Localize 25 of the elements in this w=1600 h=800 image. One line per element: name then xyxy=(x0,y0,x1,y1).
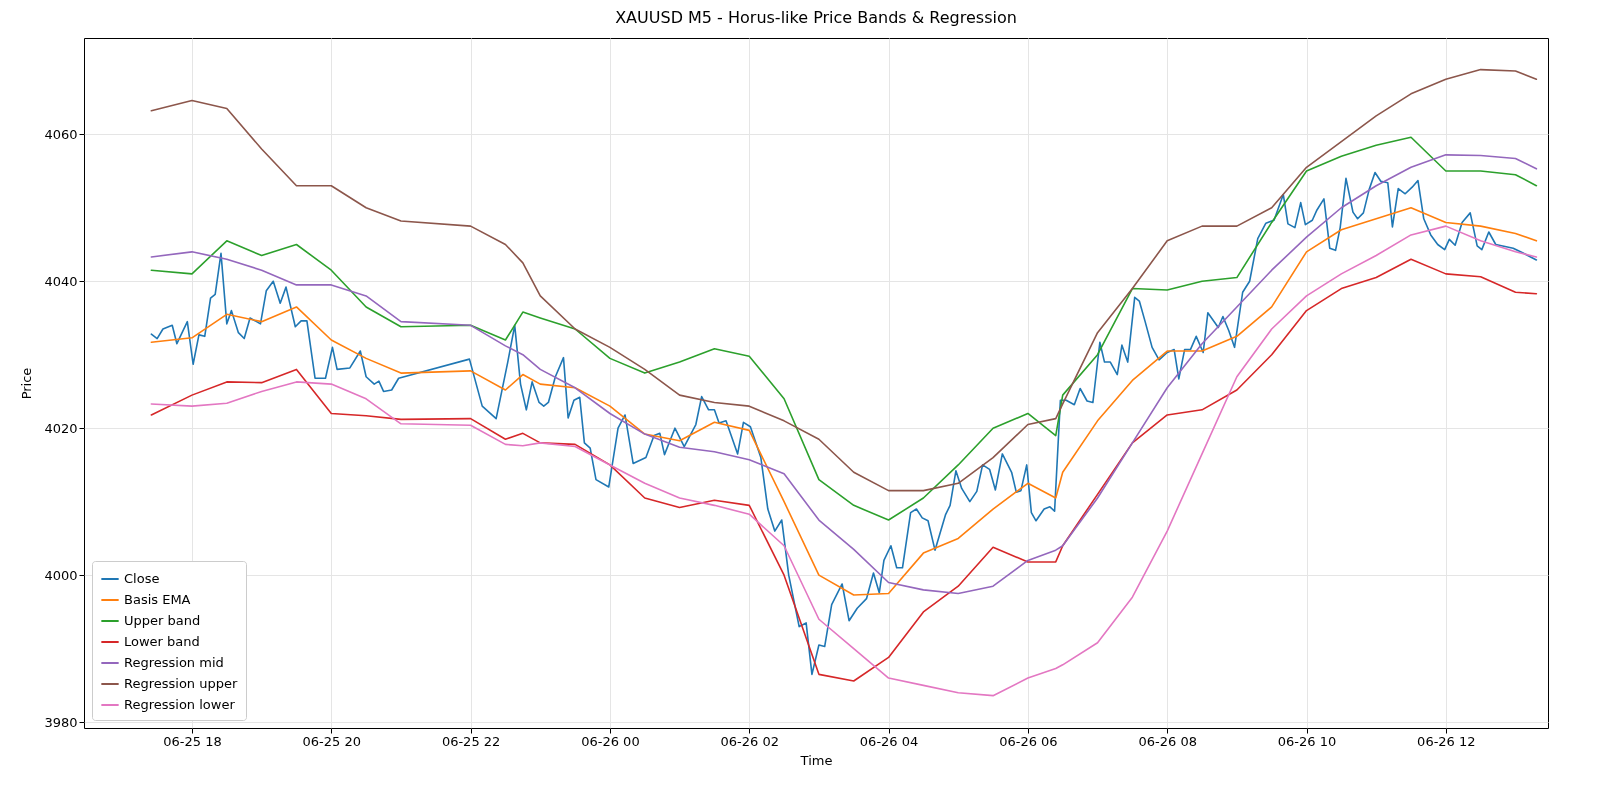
x-tick-label: 06-26 06 xyxy=(999,733,1058,749)
x-tick-label: 06-25 22 xyxy=(441,733,501,749)
x-tick-label: 06-26 02 xyxy=(720,733,779,749)
x-tick-label: 06-25 20 xyxy=(302,733,362,749)
x-axis-title: Time xyxy=(799,752,833,768)
legend-label: Regression lower xyxy=(124,697,236,712)
y-tick-label: 4000 xyxy=(44,567,78,583)
x-tick-label: 06-26 12 xyxy=(1417,733,1476,749)
x-tick-label: 06-25 18 xyxy=(163,733,222,749)
y-tick-label: 4020 xyxy=(44,420,78,436)
x-tick-label: 06-26 00 xyxy=(581,733,640,749)
legend-label: Basis EMA xyxy=(124,592,191,607)
legend-label: Regression upper xyxy=(124,676,238,691)
y-tick-label: 4040 xyxy=(44,273,78,289)
x-tick-label: 06-26 10 xyxy=(1277,733,1337,749)
x-tick-label: 06-26 08 xyxy=(1138,733,1197,749)
x-tick-label: 06-26 04 xyxy=(859,733,919,749)
y-axis-title: Price xyxy=(19,367,35,400)
legend-label: Regression mid xyxy=(124,655,224,670)
y-tick-label: 3980 xyxy=(44,714,78,730)
chart-title: XAUUSD M5 - Horus-like Price Bands & Regression xyxy=(615,8,1017,27)
legend-label: Upper band xyxy=(124,613,201,628)
legend-label: Close xyxy=(124,571,160,586)
y-tick-label: 4060 xyxy=(44,126,78,142)
legend-label: Lower band xyxy=(124,634,200,649)
